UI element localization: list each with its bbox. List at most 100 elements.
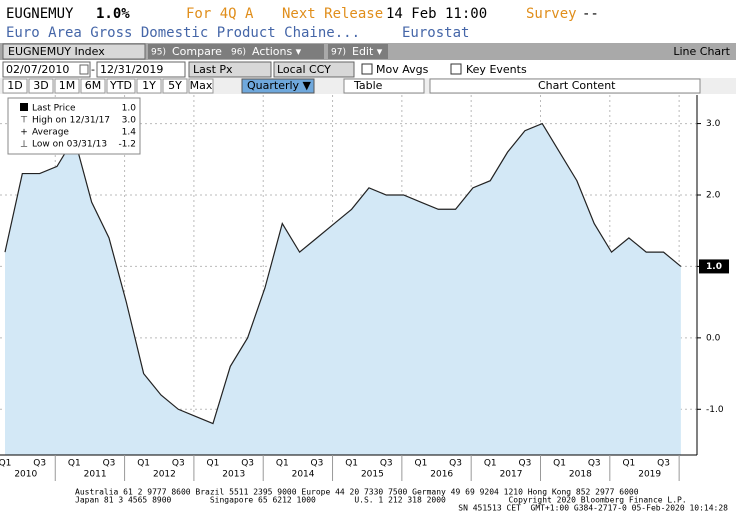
period: 6M <box>85 79 102 92</box>
period-button[interactable] <box>188 78 214 94</box>
x-tick-label: Q3 <box>241 459 254 469</box>
x-tick-label: Q1 <box>276 459 289 469</box>
period-button[interactable] <box>106 78 136 94</box>
x-tick-label: Q3 <box>33 459 46 469</box>
ticker: EUGNEMUY <box>6 6 74 22</box>
source: Eurostat <box>402 25 469 41</box>
survey-label: Survey <box>526 6 577 22</box>
period: 1M <box>59 79 76 92</box>
x-tick-label: Q3 <box>172 459 185 469</box>
button-label: Actions ▾ <box>252 45 302 58</box>
period-button[interactable] <box>2 78 28 94</box>
period: 5Y <box>168 79 182 92</box>
legend-swatch <box>20 103 28 111</box>
view: Line Chart <box>673 45 730 58</box>
y-tick-label: 2.0 <box>706 191 721 201</box>
period: 1Y <box>142 79 156 92</box>
x-tick-label: Q3 <box>380 459 393 469</box>
chart-content-box[interactable] <box>429 78 701 94</box>
year-label: 2015 <box>361 470 384 480</box>
x-tick-label: Q1 <box>0 459 11 469</box>
x-tick-label: Q3 <box>103 459 116 469</box>
description: Euro Area Gross Domestic Product Chaine.… <box>6 25 360 41</box>
button-label: Compare <box>172 45 222 58</box>
period: Max <box>190 79 213 92</box>
year-label: 2019 <box>638 470 661 480</box>
legend-value: 1.0 <box>122 104 137 114</box>
chart-content: Chart Content <box>538 79 616 92</box>
period: YTD <box>109 79 132 92</box>
security: EUGNEMUY Index <box>8 45 105 58</box>
x-tick-label: Q1 <box>345 459 358 469</box>
button-num: 95) <box>151 48 166 58</box>
x-tick-label: Q3 <box>657 459 670 469</box>
x-tick-label: Q3 <box>311 459 324 469</box>
x-tick-label: Q3 <box>449 459 462 469</box>
x-tick-label: Q1 <box>68 459 81 469</box>
frequency-box[interactable] <box>241 78 315 94</box>
year-label: 2010 <box>14 470 37 480</box>
legend-label: Last Price <box>32 104 76 114</box>
header-value: 1.0% <box>96 6 130 22</box>
year-label: 2011 <box>84 470 107 480</box>
legend-icon: ⊤ <box>20 116 28 126</box>
last-value: 1.0 <box>706 262 722 272</box>
x-tick-label: Q3 <box>518 459 531 469</box>
x-tick-label: Q1 <box>415 459 428 469</box>
period-button[interactable] <box>54 78 80 94</box>
period: For 4Q A <box>186 6 254 22</box>
button-label: Edit ▾ <box>352 45 383 58</box>
start-box[interactable] <box>2 61 91 78</box>
field: Last Px <box>193 63 233 76</box>
y-tick-label: 3.0 <box>706 119 721 129</box>
currency-box[interactable] <box>273 61 355 78</box>
legend-value: 1.4 <box>122 128 137 138</box>
start-date: 02/07/2010 <box>6 63 69 76</box>
button-num: 96) <box>231 48 246 58</box>
last-value-box <box>699 259 729 274</box>
year-label: 2013 <box>222 470 245 480</box>
mov-avgs-check[interactable] <box>361 63 373 75</box>
button[interactable] <box>328 44 388 59</box>
x-tick-label: Q1 <box>622 459 635 469</box>
period-button[interactable] <box>136 78 162 94</box>
x-tick-label: Q1 <box>207 459 220 469</box>
legend-value: -1.2 <box>118 140 136 150</box>
key-events-check[interactable] <box>450 63 462 75</box>
dash: - <box>91 63 95 76</box>
start-cal[interactable] <box>79 64 89 75</box>
button[interactable] <box>148 44 228 59</box>
button-num: 97) <box>331 48 346 58</box>
frequency: Quarterly ▼ <box>247 79 312 92</box>
period-button[interactable] <box>162 78 188 94</box>
legend-label: High on 12/31/17 <box>32 116 110 126</box>
legend-label: Low on 03/31/13 <box>32 140 107 150</box>
year-label: 2012 <box>153 470 176 480</box>
period-button[interactable] <box>28 78 54 94</box>
x-tick-label: Q1 <box>484 459 497 469</box>
x-tick-label: Q1 <box>553 459 566 469</box>
next-release: 14 Feb 11:00 <box>386 6 487 22</box>
survey: -- <box>582 6 599 22</box>
end-box[interactable] <box>96 61 186 78</box>
field-box[interactable] <box>188 61 272 78</box>
legend-icon: ⊥ <box>20 140 28 150</box>
button[interactable] <box>228 44 324 59</box>
line <box>4 122 682 425</box>
y-tick-label: 0.0 <box>706 333 721 343</box>
footer-line: Japan 81 3 4565 8900 Singapore 65 6212 1… <box>75 496 687 505</box>
table-box[interactable] <box>343 78 425 94</box>
x-tick-label: Q1 <box>137 459 150 469</box>
period: 1D <box>7 79 22 92</box>
year-label: 2017 <box>500 470 523 480</box>
period: 3D <box>33 79 48 92</box>
year-label: 2014 <box>292 470 315 480</box>
security-box[interactable] <box>2 43 146 60</box>
footer-line: Australia 61 2 9777 8600 Brazil 5511 239… <box>75 488 639 497</box>
year-label: 2016 <box>430 470 453 480</box>
end-date: 12/31/2019 <box>100 63 163 76</box>
period-button[interactable] <box>80 78 106 94</box>
year-label: 2018 <box>569 470 592 480</box>
legend-value: 3.0 <box>122 116 137 126</box>
footer-line: SN 451513 CET GMT+1:00 G384-2717-0 05-Fe… <box>458 504 728 513</box>
